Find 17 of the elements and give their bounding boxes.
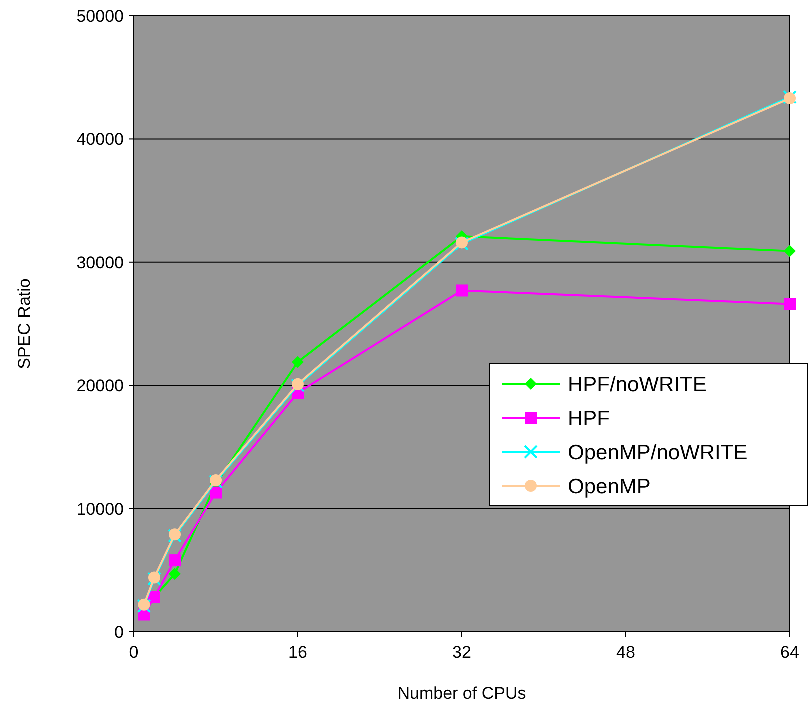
y-tick-label: 30000 [76,253,124,272]
x-tick-label: 64 [780,643,800,662]
y-tick-label: 0 [114,622,124,642]
y-axis-title: SPEC Ratio [15,278,34,370]
y-tick-label: 20000 [76,376,124,396]
x-tick-label: 48 [616,643,636,662]
legend-label: HPF [568,407,610,430]
legend-label: HPF/noWRITE [568,373,707,396]
y-tick-label: 10000 [76,500,124,519]
y-tick-label: 50000 [76,6,124,26]
legend-label: OpenMP [568,475,651,498]
x-axis-title: Number of CPUs [398,684,526,703]
y-tick-label: 40000 [76,130,124,150]
x-tick-label: 0 [129,643,139,662]
x-tick-label: 32 [452,643,472,662]
x-tick-label: 16 [288,643,308,662]
legend-label: OpenMP/noWRITE [568,441,748,464]
